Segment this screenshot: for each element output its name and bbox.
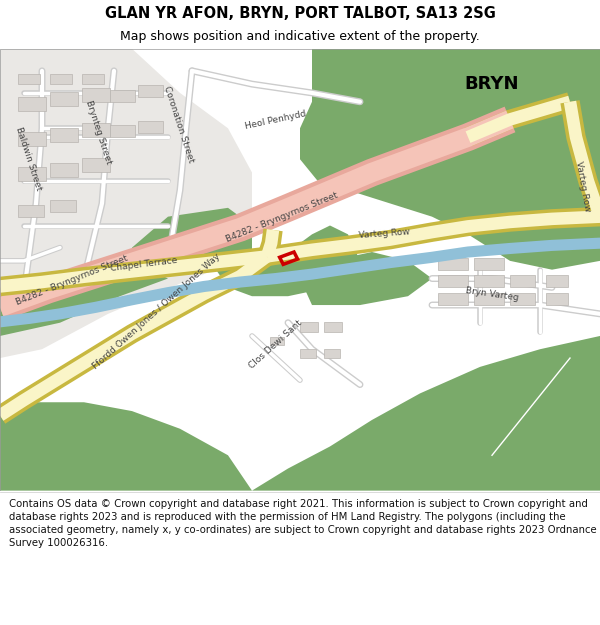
Bar [546,293,568,305]
Bar [510,276,535,288]
Bar [324,349,340,358]
Text: Baldwin Street: Baldwin Street [14,126,43,192]
Bar [50,163,78,177]
Bar [474,258,504,270]
Bar [138,121,163,132]
Text: Heol Penhydd: Heol Penhydd [245,109,307,131]
Bar [50,74,72,84]
Bar [110,90,135,102]
Text: Varteg Row: Varteg Row [358,227,410,240]
Bar [270,337,284,345]
Text: Bryn Varteg: Bryn Varteg [465,286,519,302]
Text: GLAN YR AFON, BRYN, PORT TALBOT, SA13 2SG: GLAN YR AFON, BRYN, PORT TALBOT, SA13 2S… [104,6,496,21]
Text: Brynteg Street: Brynteg Street [85,99,113,166]
Bar [18,168,46,181]
Text: Map shows position and indicative extent of the property.: Map shows position and indicative extent… [120,30,480,43]
Polygon shape [132,208,252,270]
Bar [50,127,78,141]
Bar [546,276,568,288]
Bar [300,321,318,331]
Bar [18,97,46,111]
Bar [18,204,44,217]
Bar [438,293,468,305]
Bar [438,258,468,270]
Bar [474,276,504,288]
Text: Contains OS data © Crown copyright and database right 2021. This information is : Contains OS data © Crown copyright and d… [9,499,596,548]
Bar [438,276,468,288]
Polygon shape [348,102,420,146]
Bar [18,74,40,84]
Bar [82,159,110,172]
Bar [510,293,535,305]
Polygon shape [300,252,432,305]
Bar [50,200,76,212]
Bar [324,321,342,331]
Bar [50,92,78,106]
Text: BRYN: BRYN [465,75,519,93]
Bar [110,125,135,137]
Polygon shape [300,49,600,270]
Text: Varteg Row: Varteg Row [574,161,592,212]
Text: Coronation Street: Coronation Street [162,84,196,163]
Bar [18,132,46,146]
Text: B4282 - Bryngyrnos Street: B4282 - Bryngyrnos Street [14,254,130,308]
Bar [474,293,504,305]
Polygon shape [0,261,168,336]
Bar [82,123,110,137]
Text: Ffordd Owen Jones / Owen Jones Way: Ffordd Owen Jones / Owen Jones Way [91,252,221,371]
Polygon shape [216,226,360,296]
Text: B4282 - Bryngyrnos Street: B4282 - Bryngyrnos Street [224,191,340,244]
Bar [82,74,104,84]
Polygon shape [252,336,600,491]
Bar [138,86,163,98]
Bar [82,88,110,102]
Polygon shape [0,49,252,358]
Polygon shape [0,402,252,491]
Bar [300,349,316,358]
Text: Clos Dewi Sant: Clos Dewi Sant [248,319,304,371]
Text: Chapel Terrace: Chapel Terrace [110,256,178,273]
